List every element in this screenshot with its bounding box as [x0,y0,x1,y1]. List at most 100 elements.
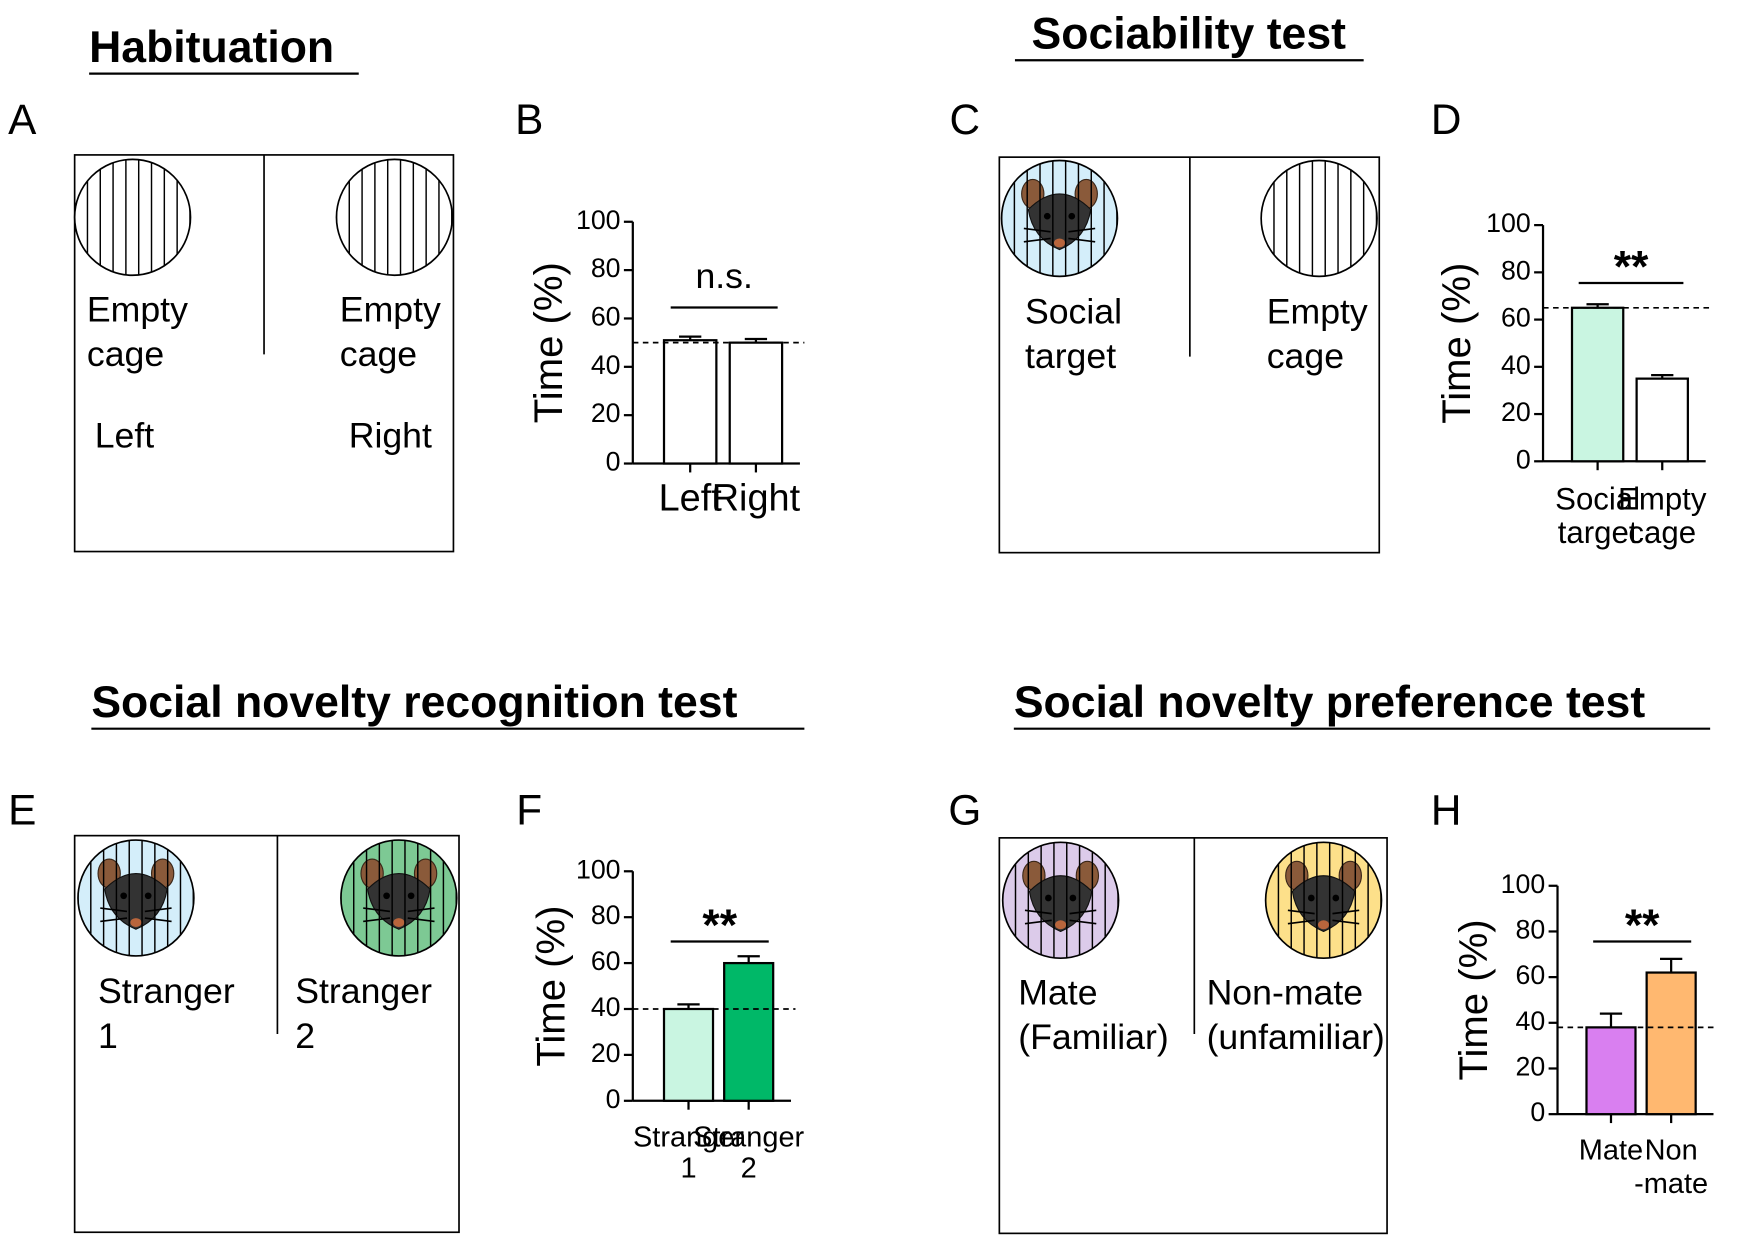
bar [662,1007,715,1102]
side-label: Left [95,415,155,455]
y-tick-label: 0 [606,447,621,477]
chamber [73,834,460,1234]
mouse-whisker [1287,909,1315,915]
x-tick-label: -mate [1634,1168,1708,1200]
cage-outline [1264,841,1383,960]
y-axis-label: Time (%) [529,905,573,1066]
y-tick-label: 20 [591,1038,621,1068]
mouse-eye [144,892,152,900]
cage-label: 1 [98,1016,118,1056]
cage [336,159,453,276]
significance-label: ** [1625,901,1660,950]
mouse-whisker [1287,919,1315,925]
cage-label: Empty [340,289,441,329]
cage-outline [1001,841,1120,960]
y-tick-label: 0 [1530,1097,1545,1127]
significance-label: ** [1614,242,1649,291]
x-tick-label: Mate [1579,1135,1643,1167]
bar [1585,1026,1637,1116]
panel-letter: D [1431,96,1462,143]
y-axis-label: Time (%) [527,262,571,423]
y-tick-label: 40 [591,350,621,380]
bar [1570,306,1625,463]
y-tick-label: 60 [1516,960,1546,990]
mouse-eye [1068,212,1076,220]
x-tick-label: 2 [741,1153,757,1185]
cage-label: Stranger [98,971,235,1011]
section-title: Social novelty recognition test [91,678,737,727]
mouse-whisker [1024,919,1052,925]
y-tick-label: 40 [1501,350,1531,380]
mouse-whisker [1023,227,1051,233]
mouse-nose [1053,238,1066,248]
side-label: Right [349,415,432,455]
x-tick-label: Right [712,477,801,519]
cage-outline [335,158,454,277]
mouse-eye [1332,894,1340,902]
mouse-whisker [100,917,128,923]
mouse-eye [120,892,128,900]
cage-label: cage [87,334,164,374]
mouse-whisker [1023,237,1051,243]
x-tick-label: Stranger [693,1121,804,1153]
y-tick-label: 80 [1516,915,1546,945]
mouse-eye [1043,212,1051,220]
x-tick-label: Non [1645,1135,1698,1167]
y-tick-label: 100 [1486,208,1531,238]
panel-letter: A [8,96,37,143]
bar [1645,971,1697,1116]
panel-letter: B [515,96,543,143]
y-axis-label: Time (%) [1435,263,1479,424]
cage-label: Empty [1267,292,1368,332]
y-tick-label: 80 [591,900,621,930]
mouse-eye [1307,894,1315,902]
bar [723,961,775,1102]
cage-label: 2 [295,1016,315,1056]
mouse-nose [393,918,405,927]
cage-outline [73,158,192,277]
mouse-nose [1055,920,1067,930]
panel-letter: G [948,787,981,834]
x-tick-label: Left [659,477,723,519]
y-tick-label: 60 [591,302,621,332]
cage [74,159,191,276]
mouse-eye [383,892,390,900]
bar [1635,377,1689,463]
mouse-whisker [100,907,128,913]
cage-label: cage [340,334,417,374]
panel-letter: F [516,787,542,834]
mouse-nose [1317,920,1330,930]
cage [1261,160,1378,277]
x-tick-label: Social [1555,482,1640,517]
cage-outline [340,839,458,957]
y-tick-label: 60 [1501,303,1531,333]
mouse-whisker [1024,909,1052,915]
panel-letter: H [1431,787,1462,834]
significance-label: ** [702,901,737,950]
cage-label: cage [1267,336,1344,376]
x-tick-label: cage [1628,515,1696,550]
cage-label: Non-mate [1207,972,1364,1012]
y-tick-label: 100 [1501,869,1546,899]
mouse-eye [1069,894,1077,902]
cage-outline [77,839,195,957]
mouse-whisker [363,907,391,913]
bar [662,339,718,465]
y-tick-label: 100 [576,205,621,235]
y-tick-label: 20 [1501,397,1531,427]
section-title: Social novelty preference test [1014,678,1646,727]
y-tick-label: 0 [1516,444,1531,474]
y-tick-label: 80 [1501,255,1531,285]
y-axis-label: Time (%) [1452,919,1496,1080]
y-tick-label: 20 [591,398,621,428]
panel-letter: E [8,787,36,834]
significance-label: n.s. [695,256,752,296]
mouse-head [1027,193,1092,251]
mouse-whisker [363,917,391,923]
mouse-nose [130,918,142,927]
panel-letter: C [950,96,981,143]
y-tick-label: 40 [591,992,621,1022]
x-tick-label: target [1558,515,1638,550]
cage-label: Social [1025,292,1122,332]
